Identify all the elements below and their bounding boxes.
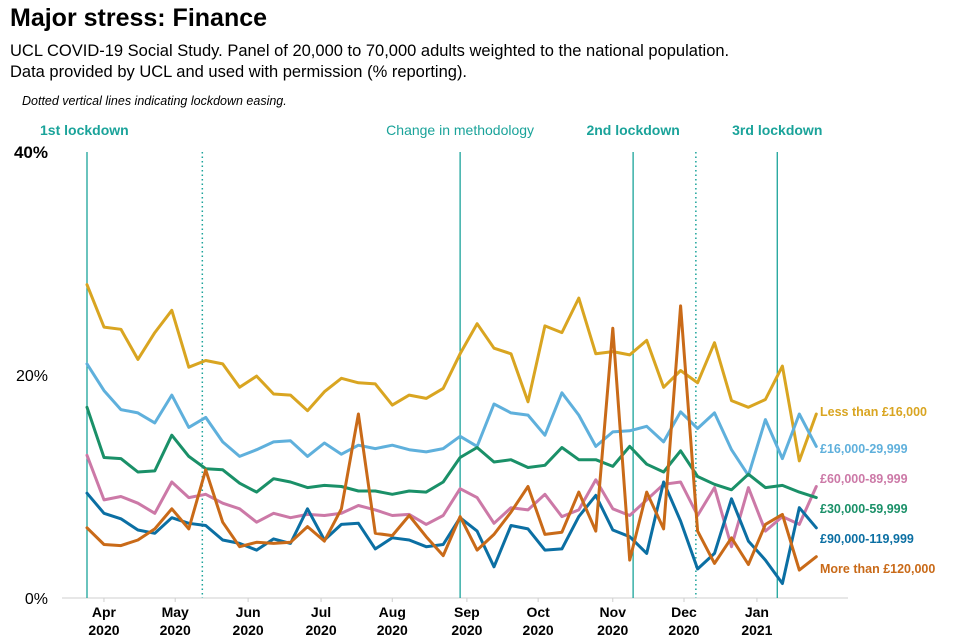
x-tick-month-label: Jul — [311, 604, 331, 620]
series-label-90-000-119-999: £90,000-119,999 — [820, 532, 914, 546]
x-tick-month-label: Jan — [745, 604, 769, 620]
series-line-less-than-16-000 — [85, 283, 818, 463]
y-tick-label: 0% — [25, 591, 48, 608]
event-label: 2nd lockdown — [586, 122, 679, 138]
x-tick-month-label: May — [162, 604, 189, 620]
x-tick-year-label: 2021 — [741, 622, 772, 638]
x-tick-year-label: 2020 — [377, 622, 408, 638]
y-tick-label: 20% — [16, 368, 48, 385]
x-tick-year-label: 2020 — [523, 622, 554, 638]
x-tick-month-label: Jun — [236, 604, 261, 620]
x-tick-year-label: 2020 — [160, 622, 191, 638]
series-line-16-000-29-999 — [85, 362, 818, 477]
x-tick-month-label: Dec — [671, 604, 697, 620]
x-tick-year-label: 2020 — [88, 622, 119, 638]
series-label-30-000-59-999: £30,000-59,999 — [820, 502, 908, 516]
chart-note: Dotted vertical lines indicating lockdow… — [22, 94, 287, 108]
x-tick-year-label: 2020 — [668, 622, 699, 638]
x-tick-year-label: 2020 — [233, 622, 264, 638]
x-tick-month-label: Aug — [379, 604, 406, 620]
x-tick-month-label: Sep — [454, 604, 480, 620]
x-tick-year-label: 2020 — [305, 622, 336, 638]
series-line-90-000-119-999 — [85, 480, 818, 585]
chart-title: Major stress: Finance — [10, 4, 268, 32]
x-tick-year-label: 2020 — [597, 622, 628, 638]
series-line-more-than-120-000 — [85, 304, 818, 572]
chart-subtitle-line-1: UCL COVID-19 Social Study. Panel of 20,0… — [10, 42, 730, 60]
event-label: 1st lockdown — [40, 122, 129, 138]
event-label: Change in methodology — [386, 122, 534, 138]
x-tick-year-label: 2020 — [451, 622, 482, 638]
series-line-30-000-59-999 — [85, 405, 818, 500]
x-tick-month-label: Apr — [92, 604, 117, 620]
series-label-60-000-89-999: £60,000-89,999 — [820, 472, 908, 486]
series-label-16-000-29-999: £16,000-29,999 — [820, 442, 908, 456]
chart-subtitle-line-2: Data provided by UCL and used with permi… — [10, 63, 468, 81]
series-label-more-than-120-000: More than £120,000 — [820, 562, 935, 576]
event-label: 3rd lockdown — [732, 122, 822, 138]
series-label-less-than-16-000: Less than £16,000 — [820, 405, 927, 419]
x-tick-month-label: Nov — [600, 604, 627, 620]
x-tick-month-label: Oct — [526, 604, 550, 620]
y-tick-label: 40% — [14, 143, 48, 162]
